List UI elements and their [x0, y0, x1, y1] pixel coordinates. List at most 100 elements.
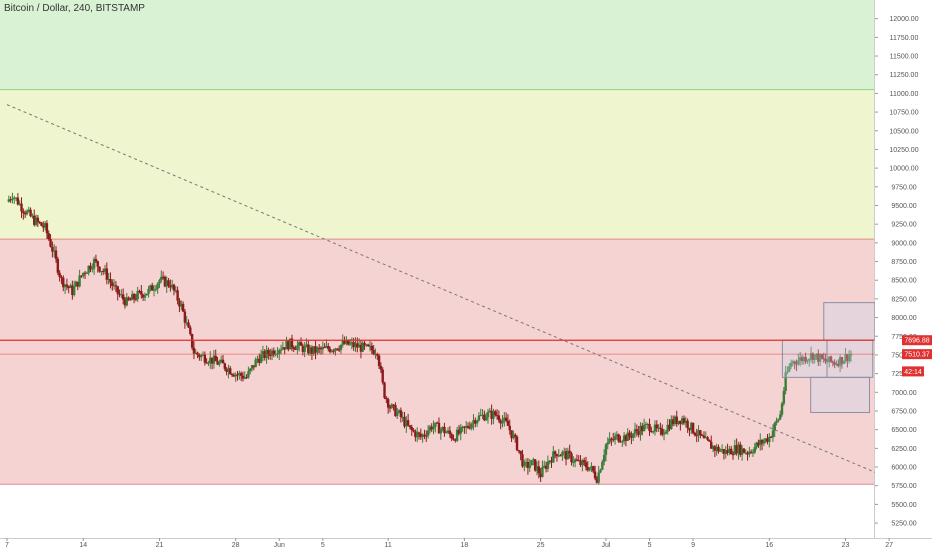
candle-body: [742, 448, 746, 453]
candle-body: [298, 342, 301, 346]
candle: [474, 417, 477, 428]
candle: [415, 427, 419, 443]
candle: [132, 292, 136, 304]
candle: [272, 347, 276, 358]
candle: [238, 370, 241, 380]
candle-body: [366, 344, 370, 347]
candle-body: [764, 438, 767, 441]
candle-body: [544, 465, 548, 469]
candle-body: [760, 440, 764, 444]
candle: [548, 460, 551, 465]
candle: [91, 263, 94, 273]
candle-body: [397, 410, 401, 413]
candle: [784, 365, 787, 395]
candle: [472, 414, 475, 431]
candle: [430, 423, 433, 433]
candle-body: [606, 442, 609, 445]
candle: [682, 415, 686, 425]
candle: [27, 206, 30, 213]
candle-body: [604, 444, 608, 455]
candle-body: [552, 451, 555, 463]
candle-body: [352, 342, 355, 348]
candle-body: [83, 272, 87, 274]
candle: [651, 430, 655, 434]
candle-body: [568, 450, 571, 454]
candle-body: [559, 455, 562, 457]
candle-body: [564, 451, 568, 460]
candle: [323, 343, 326, 349]
candle: [561, 450, 564, 461]
candle-body: [283, 347, 286, 350]
candle: [36, 214, 40, 227]
candle-body: [599, 469, 602, 473]
x-axis[interactable]: 7 14 21 28 Jun 5 11 18 25 Jul 5 9 16 23 27: [5, 538, 893, 549]
candle: [319, 346, 323, 355]
candle: [641, 422, 644, 436]
candle-body: [749, 451, 753, 453]
candle-body: [637, 431, 640, 435]
candle-body: [249, 368, 252, 372]
countdown-badge-bg: [902, 366, 924, 377]
candle: [523, 459, 526, 472]
candle-body: [194, 352, 197, 354]
candle: [497, 410, 501, 423]
x-tick-label: 5: [648, 542, 652, 549]
candle-body: [575, 459, 579, 461]
candle: [205, 358, 208, 364]
candle: [802, 355, 806, 365]
candle-body: [105, 268, 109, 280]
candle: [537, 460, 541, 479]
candle-body: [292, 347, 295, 349]
candle-body: [818, 354, 822, 362]
candle-body: [332, 350, 335, 352]
candle: [475, 419, 479, 427]
candle-body: [446, 430, 450, 433]
candle: [619, 435, 622, 443]
x-tick-label: 11: [385, 542, 392, 549]
candle: [341, 334, 344, 348]
candle: [96, 260, 99, 273]
candle-body: [31, 215, 34, 217]
candle: [437, 417, 441, 434]
candle: [118, 289, 121, 298]
candle: [510, 430, 513, 443]
candle-body: [278, 350, 281, 354]
candle-body: [301, 345, 305, 352]
candle: [479, 408, 482, 417]
candle: [243, 371, 246, 380]
candle: [791, 359, 795, 367]
candle-body: [138, 290, 141, 292]
candle: [254, 357, 257, 368]
candle-body: [20, 203, 23, 212]
candle-body: [149, 285, 152, 289]
y-tick-label: 5250.00: [891, 521, 916, 528]
candle: [706, 435, 709, 442]
candle: [317, 343, 321, 354]
candle-body: [710, 441, 713, 449]
candle-body: [229, 368, 232, 375]
candle-body: [426, 430, 430, 436]
candle-body: [410, 426, 413, 431]
candle: [448, 426, 452, 438]
candle-body: [307, 344, 310, 354]
candle-body: [653, 424, 657, 432]
candle: [797, 353, 800, 366]
candle: [141, 293, 145, 301]
candle-body: [679, 420, 682, 424]
candle: [452, 434, 455, 441]
candle: [227, 364, 230, 379]
candle-body: [457, 429, 461, 434]
y-axis[interactable]: 5250.00 5500.00 5750.00 6000.00 6250.00 6500.…: [875, 0, 932, 538]
candle-body: [708, 439, 711, 442]
candle-body: [18, 203, 21, 205]
candle: [724, 445, 727, 459]
x-tick-label: 14: [79, 542, 87, 549]
candle: [730, 445, 733, 455]
candle-body: [314, 346, 317, 353]
candle: [158, 278, 161, 288]
candle: [256, 355, 259, 364]
candle: [468, 421, 472, 430]
candle-body: [247, 371, 250, 378]
candle: [379, 362, 383, 373]
